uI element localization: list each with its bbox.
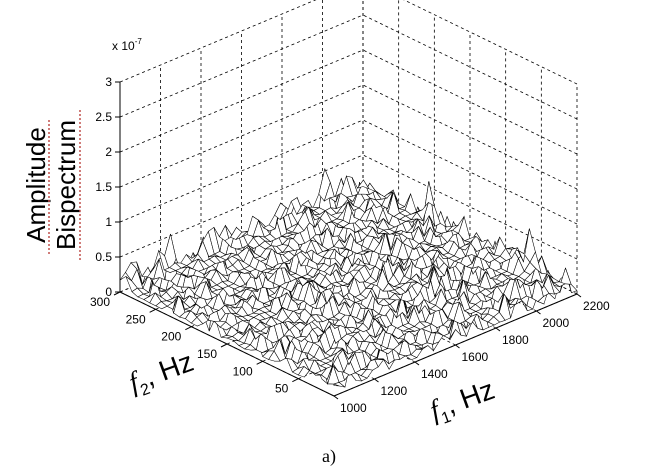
y-axis-title: f2, Hz [124,346,199,403]
z-axis-title-line2: Bispectrum [51,120,81,250]
grid-line-z [119,119,364,223]
y-tick-label: 50 [275,382,289,396]
x-tick-label: 2200 [583,299,610,313]
axes-ticks: 0 0.5 1 1.5 2 2.5 3 50 100 150 200 250 300 1000 1200 14… [90,75,610,415]
surface-cell [356,179,370,190]
z-tick-label: 1.5 [95,180,112,194]
x-tick-mark [536,310,541,315]
figure-caption: a) [322,446,336,467]
z-exponent-label: x 10-7 [112,37,142,53]
z-tick-label: 0 [105,285,112,299]
y-tick-mark [220,343,228,348]
z-axis-title-line1: Amplitude [21,127,51,243]
x-tick-label: 2000 [543,316,570,330]
grid-line-z [362,154,578,260]
y-tick-mark [149,308,156,313]
grid-line-z [119,154,364,258]
x-tick-mark [414,361,420,366]
y-tick-mark [292,378,299,383]
y-tick-label: 250 [126,312,146,326]
x-tick-label: 1200 [381,384,408,398]
x-tick-mark [576,293,582,298]
y-tick-label: 200 [161,330,181,344]
surface-mesh [119,167,578,388]
x-tick-label: 1600 [462,350,489,364]
y-tick-label: 100 [233,364,253,378]
z-tick-label: 2.5 [95,110,112,124]
y-tick-label: 150 [197,347,217,361]
x-tick-mark [455,344,460,349]
y-tick-mark [185,326,192,331]
x-tick-label: 1000 [340,401,367,415]
z-axis-title: Amplitude Bispectrum [21,120,81,250]
z-tick-label: 3 [105,75,112,89]
x-tick-mark [374,378,379,383]
z-tick-label: 1 [105,215,112,229]
z-tick-label: 0.5 [95,250,112,264]
grid-line-z [119,0,317,83]
x-tick-label: 1400 [421,367,448,381]
grid-line-z [362,119,578,225]
x-axis-title: f1, Hz [425,374,500,431]
x-tick-label: 1800 [502,333,529,347]
y-tick-label: 300 [90,295,110,309]
y-tick-mark [113,291,121,296]
x-tick-mark [333,395,339,400]
y-tick-mark [256,360,263,365]
z-tick-label: 2 [105,145,112,159]
x-tick-mark [495,327,501,332]
